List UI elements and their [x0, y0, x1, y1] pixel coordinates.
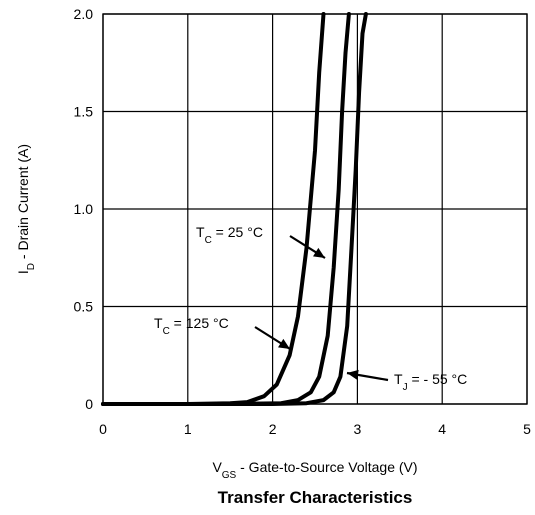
- x-tick-label: 3: [354, 421, 362, 437]
- grid-lines: [102, 13, 528, 405]
- y-tick-label: 2.0: [74, 6, 94, 22]
- x-tick-label: 4: [438, 421, 446, 437]
- annotation-tc-25-text: TC = 25 °C: [196, 224, 263, 246]
- chart-title: Transfer Characteristics: [218, 488, 413, 507]
- y-tick-label: 0: [85, 396, 93, 412]
- y-axis-label: ID - Drain Current (A): [15, 144, 37, 274]
- annotation-tc-125-arrowhead: [278, 338, 290, 349]
- annotation-tc-25-arrowhead: [313, 247, 325, 258]
- x-tick-label: 5: [523, 421, 531, 437]
- annotation-tc-125-text: TC = 125 °C: [154, 315, 229, 337]
- x-tick-label: 0: [99, 421, 107, 437]
- annotation-tj-minus-55-arrowhead: [347, 369, 359, 380]
- y-tick-label: 0.5: [74, 299, 94, 315]
- series-annotations: TC = 125 °C TC = 25 °C TJ = - 55 °C: [154, 224, 467, 393]
- x-tick-label: 1: [184, 421, 192, 437]
- annotation-tj-minus-55: TJ = - 55 °C: [346, 369, 467, 393]
- plot-frame: [102, 13, 528, 405]
- annotation-tj-minus-55-text: TJ = - 55 °C: [394, 371, 467, 393]
- annotation-tc-125: TC = 125 °C: [154, 315, 291, 350]
- y-tick-label: 1.5: [74, 104, 94, 120]
- y-tick-label: 1.0: [74, 201, 94, 217]
- x-axis-label: VGS - Gate-to-Source Voltage (V): [212, 459, 417, 481]
- annotation-tc-25: TC = 25 °C: [196, 224, 326, 259]
- tick-labels: 0 1 2 3 4 5 0 0.5 1.0 1.5 2.0: [74, 6, 532, 437]
- x-tick-label: 2: [269, 421, 277, 437]
